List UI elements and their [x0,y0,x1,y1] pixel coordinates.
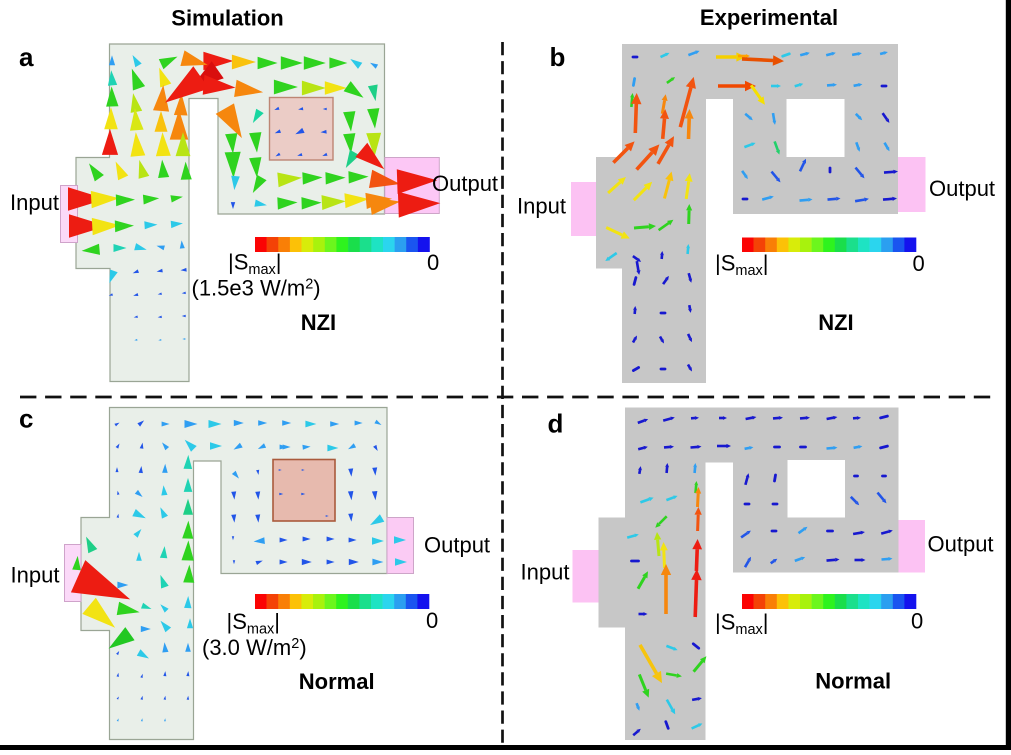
svg-text:Output: Output [432,171,498,196]
svg-text:b: b [550,42,566,72]
svg-text:(3.0 W/m2): (3.0 W/m2) [202,635,307,660]
svg-text:Experimental: Experimental [700,5,838,30]
svg-text:Output: Output [929,176,995,201]
svg-text:Output: Output [424,533,490,558]
svg-text:0: 0 [911,609,923,634]
svg-text:Input: Input [521,560,570,585]
svg-text:c: c [19,404,33,434]
svg-text:NZI: NZI [818,310,853,335]
svg-text:Output: Output [928,532,994,557]
svg-text:Input: Input [11,563,60,588]
svg-text:0: 0 [426,608,438,633]
svg-text:Normal: Normal [815,669,891,694]
svg-text:0: 0 [913,251,925,276]
svg-text:(1.5e3 W/m2): (1.5e3 W/m2) [192,276,321,301]
svg-text:NZI: NZI [301,310,336,335]
svg-text:d: d [548,409,564,439]
svg-text:0: 0 [427,250,439,275]
svg-text:Input: Input [10,190,59,215]
svg-text:a: a [19,42,34,72]
svg-text:Simulation: Simulation [171,6,283,31]
svg-text:Input: Input [517,194,566,219]
svg-text:Normal: Normal [299,669,375,694]
